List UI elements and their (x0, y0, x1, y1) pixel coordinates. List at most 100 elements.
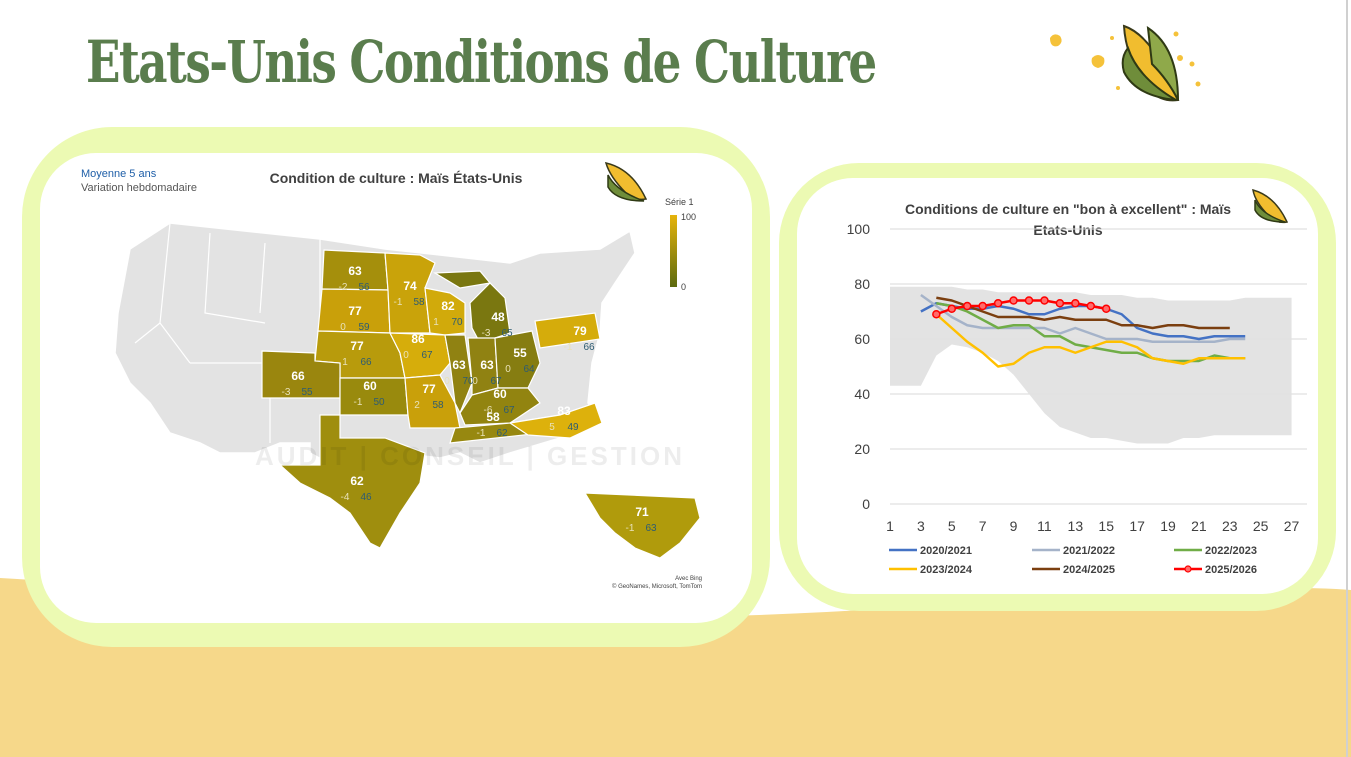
map-credit: Avec Bing © GeoNames, Microsoft, TomTom (580, 575, 702, 591)
state-value-label: 86 (411, 332, 425, 346)
state-change-label: 5 (549, 422, 555, 433)
state-average-label: 46 (360, 492, 372, 503)
state-wi (424, 287, 466, 336)
state-average-label: 50 (373, 397, 385, 408)
state-change-label: 0 (403, 350, 409, 361)
y-tick-label: 20 (854, 441, 870, 457)
state-change-label: -1 (477, 428, 486, 439)
x-tick-label: 7 (979, 518, 987, 534)
state-change-label: 0 (444, 376, 450, 387)
state-value-label: 83 (557, 404, 571, 418)
map-credit-line1: Avec Bing (675, 576, 702, 582)
legend-label: 2021/2022 (1063, 545, 1115, 557)
state-value-label: 66 (291, 369, 305, 383)
x-tick-label: 1 (886, 518, 894, 534)
watermark-text: AUDIT | CONSEIL | GESTION (255, 441, 685, 471)
state-average-label: 56 (358, 282, 370, 293)
y-tick-label: 60 (854, 331, 870, 347)
series-point (1055, 299, 1065, 308)
map-panel: Moyenne 5 ans Variation hebdomadaire Con… (22, 127, 770, 647)
y-tick-label: 80 (854, 276, 870, 292)
state-nc (508, 402, 603, 439)
state-value-label: 58 (486, 410, 500, 424)
legend-marker (1184, 565, 1192, 573)
color-scale-bar (670, 215, 677, 287)
state-pa (534, 312, 601, 349)
state-average-label: 70 (451, 317, 463, 328)
x-tick-label: 19 (1160, 518, 1176, 534)
state-average-label: 65 (501, 328, 513, 339)
series-point (932, 310, 941, 319)
state-average-label: 55 (301, 387, 313, 398)
state-oh (494, 330, 541, 389)
state-value-label: 77 (350, 339, 364, 353)
state-change-label: 0 (472, 376, 478, 387)
x-tick-label: 23 (1222, 518, 1238, 534)
legend-label: 2023/2024 (920, 564, 973, 576)
scale-title: Série 1 (665, 197, 694, 207)
series-point (947, 304, 957, 313)
scale-min-label: 0 (681, 282, 687, 292)
series-point (1101, 304, 1111, 313)
state-value-label: 60 (493, 387, 507, 401)
y-tick-label: 100 (847, 221, 871, 237)
state-value-label: 77 (348, 304, 362, 318)
state-value-label: 60 (363, 379, 377, 393)
series-line (935, 313, 1246, 368)
corn-icon (1050, 24, 1201, 102)
page-title: Etats-Unis Conditions de Culture (86, 28, 877, 96)
legend-label: 2025/2026 (1205, 564, 1257, 576)
state-value-label: 71 (635, 505, 649, 519)
series-line (920, 293, 1246, 343)
state-mi-up (432, 270, 492, 289)
state-average-label: 67 (503, 405, 515, 416)
slide-edge (1346, 0, 1348, 757)
map-legend-average: Moyenne 5 ans (81, 168, 157, 180)
map-panel-content: Moyenne 5 ans Variation hebdomadaire Con… (40, 153, 752, 623)
state-change-label: -1 (394, 297, 403, 308)
state-change-label: 1 (433, 317, 439, 328)
state-value-label: 63 (348, 264, 362, 278)
line-chart-content: Conditions de culture en "bon à excellen… (797, 178, 1318, 594)
state-change-label: -1 (354, 397, 363, 408)
legend-label: 2022/2023 (1205, 545, 1257, 557)
legend-label: 2024/2025 (1063, 564, 1115, 576)
state-value-label: 55 (513, 346, 527, 360)
map-title: Condition de culture : Maïs États-Unis (269, 170, 523, 186)
series-point (1071, 299, 1080, 308)
y-tick-label: 0 (862, 496, 870, 512)
x-tick-label: 5 (948, 518, 956, 534)
state-borders (134, 222, 321, 443)
state-change-label: 2 (414, 400, 420, 411)
state-value-label: 77 (422, 382, 436, 396)
series-point (978, 301, 987, 311)
x-tick-label: 27 (1284, 518, 1300, 534)
series-point (962, 301, 972, 311)
state-change-label: 0 (505, 364, 511, 375)
map-legend-weekly-change: Variation hebdomadaire (81, 182, 197, 194)
state-value-label: 79 (573, 324, 587, 338)
state-average-label: 59 (358, 322, 370, 333)
state-average-label: 63 (645, 523, 657, 534)
state-average-label: 66 (360, 357, 372, 368)
state-average-label: 66 (583, 342, 595, 353)
state-value-label: 74 (403, 279, 417, 293)
series-point (1040, 296, 1049, 305)
state-fl-region (583, 492, 701, 559)
state-change-label: 0 (340, 322, 346, 333)
state-change-label: -3 (482, 328, 491, 339)
x-tick-label: 17 (1129, 518, 1145, 534)
state-average-label: 64 (523, 364, 535, 375)
x-tick-label: 9 (1010, 518, 1018, 534)
chart-title: Conditions de culture en "bon à excellen… (883, 199, 1253, 241)
x-tick-label: 15 (1098, 518, 1114, 534)
line-chart-panel: Conditions de culture en "bon à excellen… (779, 163, 1336, 611)
series-line (936, 296, 1230, 330)
state-value-label: 48 (491, 310, 505, 324)
x-tick-label: 11 (1037, 518, 1052, 534)
state-average-label: 58 (413, 297, 425, 308)
state-change-label: -3 (282, 387, 291, 398)
map-credit-line2: © GeoNames, Microsoft, TomTom (612, 584, 702, 590)
